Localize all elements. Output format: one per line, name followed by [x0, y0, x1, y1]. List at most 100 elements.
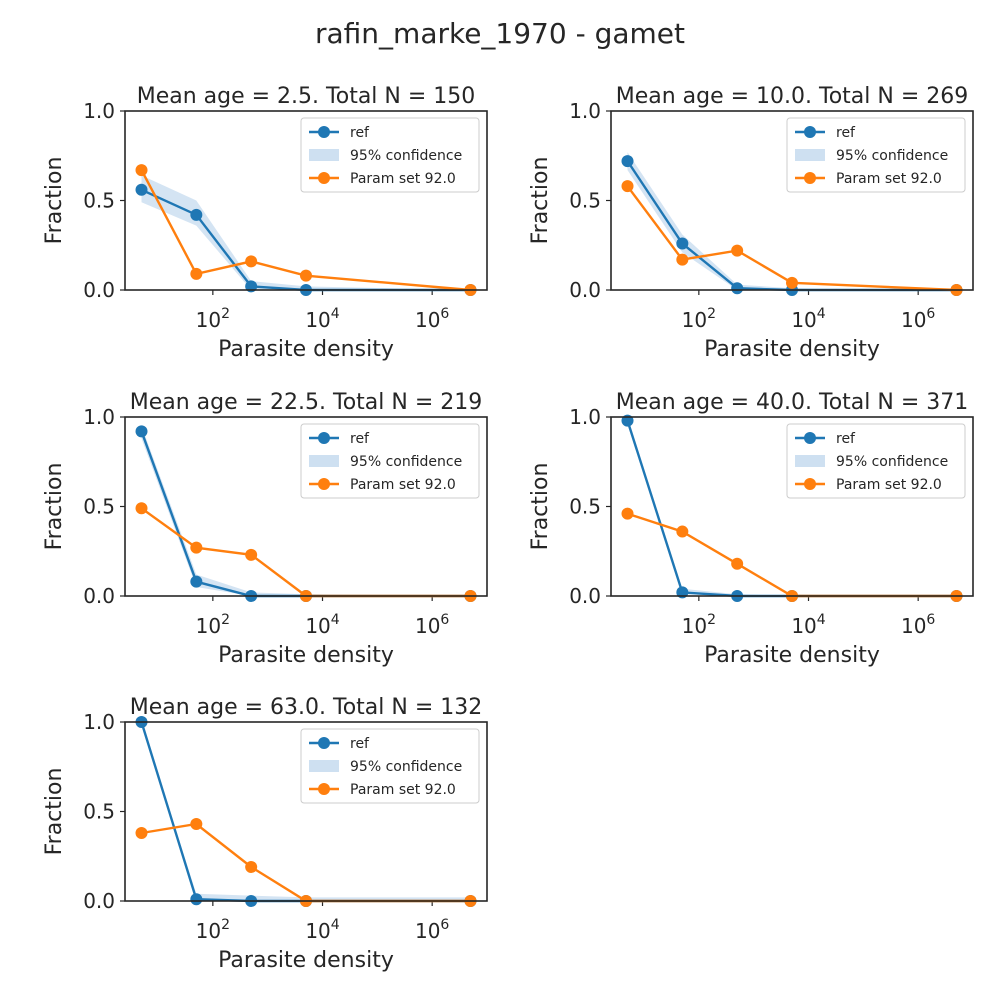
legend: ref 95% confidence Param set 92.0 [786, 423, 966, 499]
x-tick-label: 104 [791, 612, 825, 638]
y-tick-label: 0.0 [569, 278, 601, 302]
legend-band-label: 95% confidence [350, 454, 462, 470]
legend-param-label: Param set 92.0 [836, 171, 942, 187]
y-tick-label: 1.0 [569, 99, 601, 123]
legend-param-marker [318, 783, 330, 795]
y-tick-label: 0.0 [83, 584, 115, 608]
ref-series-point [621, 155, 634, 168]
legend-ref-marker [318, 126, 330, 138]
legend-ref-label: ref [350, 431, 370, 447]
legend-ref-marker [318, 737, 330, 749]
param-series-point [135, 826, 148, 839]
legend-ref-marker [804, 432, 816, 444]
x-tick-label: 102 [196, 917, 230, 943]
panel-title: Mean age = 2.5. Total N = 150 [137, 84, 476, 109]
y-tick-label: 0.0 [83, 889, 115, 913]
legend-param-marker [804, 172, 816, 184]
y-axis-label: Fraction [528, 463, 553, 551]
panel-title: Mean age = 10.0. Total N = 269 [616, 84, 969, 109]
param-series-point [731, 557, 744, 570]
param-series-point [135, 164, 148, 177]
confidence-band [141, 175, 471, 290]
ref-series-point [135, 183, 148, 196]
x-tick-label: 104 [791, 306, 825, 332]
legend-band-label: 95% confidence [350, 148, 462, 164]
chart-panel: Mean age = 2.5. Total N = 150 Parasite de… [42, 84, 488, 362]
panel-title: Mean age = 22.5. Total N = 219 [130, 390, 483, 415]
y-tick-label: 0.5 [569, 495, 601, 519]
ref-series-point [676, 237, 689, 250]
axes-frame [124, 416, 488, 597]
param-series-point [245, 255, 258, 268]
y-axis-label: Fraction [528, 157, 553, 245]
x-tick-label: 102 [682, 306, 716, 332]
x-tick-label: 102 [682, 612, 716, 638]
legend-ref-label: ref [836, 125, 856, 141]
legend-param-marker [318, 172, 330, 184]
legend-param-marker [318, 478, 330, 490]
param-series-point [621, 507, 634, 520]
param-series-point [621, 180, 634, 193]
y-tick-label: 0.5 [569, 189, 601, 213]
legend-ref-marker [804, 126, 816, 138]
ref-series-point [190, 893, 203, 906]
ref-series-point [190, 575, 203, 588]
param-series-line [627, 512, 957, 598]
ref-series-point [731, 282, 744, 295]
legend: ref 95% confidence Param set 92.0 [300, 728, 480, 804]
x-tick-label: 106 [415, 306, 449, 332]
x-axis-label: Parasite density [218, 643, 394, 668]
legend-param-marker [804, 478, 816, 490]
legend-band-swatch [795, 149, 825, 161]
x-axis-label: Parasite density [704, 337, 880, 362]
legend-param-label: Param set 92.0 [836, 477, 942, 493]
y-tick-label: 0.5 [83, 495, 115, 519]
legend: ref 95% confidence Param set 92.0 [300, 423, 480, 499]
chart-panel: Mean age = 40.0. Total N = 371 Parasite d… [528, 390, 974, 668]
x-tick-label: 106 [901, 612, 935, 638]
x-tick-label: 102 [196, 306, 230, 332]
legend-param-label: Param set 92.0 [350, 171, 456, 187]
legend-param-label: Param set 92.0 [350, 782, 456, 798]
chart-panel: Mean age = 10.0. Total N = 269 Parasite d… [528, 84, 974, 362]
legend-box [300, 117, 480, 193]
legend-box [300, 423, 480, 499]
param-series-point [190, 541, 203, 554]
chart-panel: Mean age = 63.0. Total N = 132 Parasite d… [42, 695, 488, 973]
x-tick-label: 106 [415, 612, 449, 638]
legend-band-swatch [309, 760, 339, 772]
param-series-point [135, 502, 148, 515]
legend-box [300, 728, 480, 804]
legend-band-swatch [309, 455, 339, 467]
y-tick-label: 1.0 [569, 405, 601, 429]
y-tick-label: 0.5 [83, 800, 115, 824]
y-tick-label: 0.0 [569, 584, 601, 608]
legend-ref-marker [318, 432, 330, 444]
axes-frame [610, 110, 974, 291]
y-axis-label: Fraction [42, 768, 67, 856]
param-series-point [245, 860, 258, 873]
axes-frame [124, 110, 488, 291]
legend-param-label: Param set 92.0 [350, 477, 456, 493]
panel-title: Mean age = 40.0. Total N = 371 [616, 390, 969, 415]
x-axis-label: Parasite density [218, 337, 394, 362]
legend-band-label: 95% confidence [836, 148, 948, 164]
axes-frame [610, 416, 974, 597]
param-series-point [731, 244, 744, 257]
legend-box [786, 117, 966, 193]
y-tick-label: 0.5 [83, 189, 115, 213]
ref-series-point [135, 425, 148, 438]
legend-box [786, 423, 966, 499]
y-tick-label: 0.0 [83, 278, 115, 302]
x-tick-label: 104 [305, 306, 339, 332]
legend-band-swatch [309, 149, 339, 161]
figure-title: rafin_marke_1970 - gamet [315, 17, 685, 50]
y-axis-label: Fraction [42, 463, 67, 551]
x-tick-label: 104 [305, 917, 339, 943]
legend-band-label: 95% confidence [836, 454, 948, 470]
param-series-line [141, 822, 471, 903]
y-axis-label: Fraction [42, 157, 67, 245]
legend-ref-label: ref [350, 736, 370, 752]
legend: ref 95% confidence Param set 92.0 [786, 117, 966, 193]
legend: ref 95% confidence Param set 92.0 [300, 117, 480, 193]
